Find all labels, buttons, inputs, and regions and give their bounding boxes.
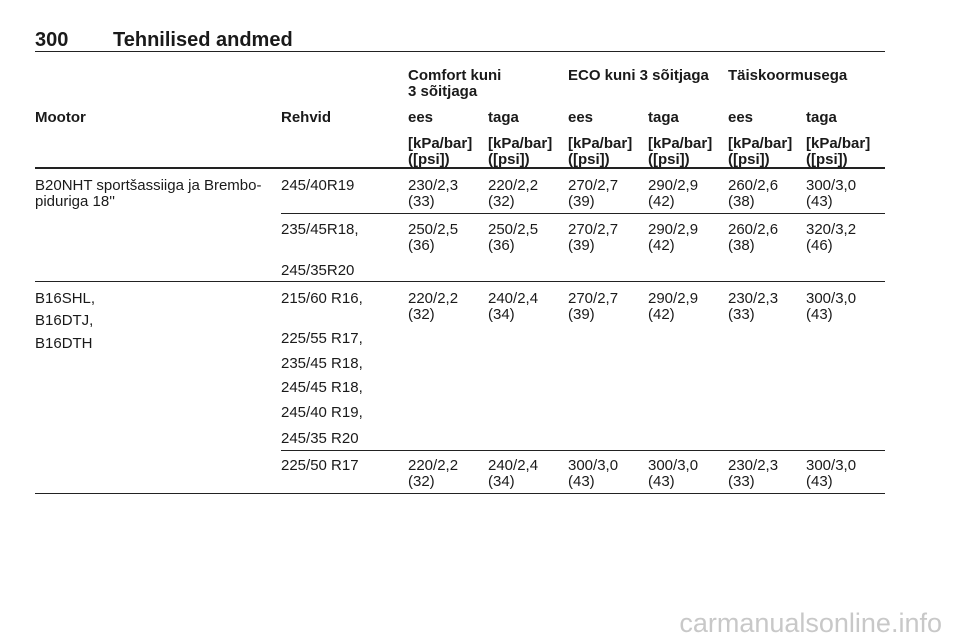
column-header: taga	[806, 109, 837, 126]
unit-header: [kPa/bar] ([psi])	[568, 135, 633, 168]
engine: B16SHL,	[35, 290, 96, 307]
tyre-size: 215/60 R16,	[281, 290, 363, 307]
rule	[281, 213, 885, 214]
rule	[35, 51, 885, 52]
pressure: 270/2,7 (39)	[568, 177, 619, 210]
unit-header: [kPa/bar] ([psi])	[806, 135, 871, 168]
column-header: Rehvid	[281, 109, 332, 126]
tyre-size: 235/45R18,	[281, 221, 359, 238]
pressure: 320/3,2 (46)	[806, 221, 857, 254]
pressure: 250/2,5 (36)	[408, 221, 459, 254]
watermark: carmanualsonline.info	[679, 608, 942, 638]
tyre-size: 225/50 R17	[281, 457, 359, 474]
pressure: 230/2,3 (33)	[728, 457, 779, 490]
page-number: 300	[35, 29, 69, 51]
tyre-size: 245/40R19	[281, 177, 355, 194]
pressure: 300/3,0 (43)	[806, 457, 857, 490]
group-header: ECO kuni 3 sõitjaga	[568, 67, 709, 84]
pressure: 240/2,4 (34)	[488, 290, 539, 323]
pressure: 230/2,3 (33)	[728, 290, 779, 323]
rule	[281, 450, 885, 451]
tyre-size: 245/45 R18,	[281, 379, 363, 396]
pressure: 260/2,6 (38)	[728, 221, 779, 254]
pressure: 220/2,2 (32)	[408, 457, 459, 490]
tyre-size: 245/35 R20	[281, 430, 359, 447]
pressure: 220/2,2 (32)	[408, 290, 459, 323]
pressure: 300/3,0 (43)	[568, 457, 619, 490]
pressure: 300/3,0 (43)	[806, 177, 857, 210]
unit-header: [kPa/bar] ([psi])	[648, 135, 713, 168]
page-title: Tehnilised andmed	[113, 29, 293, 51]
group-header: Täiskoormusega	[728, 67, 848, 84]
tyre-size: 235/45 R18,	[281, 355, 363, 372]
pressure: 300/3,0 (43)	[806, 290, 857, 323]
pressure: 300/3,0 (43)	[648, 457, 699, 490]
engine: B16DTH	[35, 335, 93, 352]
pressure: 270/2,7 (39)	[568, 221, 619, 254]
column-header: ees	[408, 109, 434, 126]
pressure: 290/2,9 (42)	[648, 221, 699, 254]
rule	[35, 167, 885, 169]
engine: B16DTJ,	[35, 312, 94, 329]
column-header: taga	[648, 109, 679, 126]
tyre-size: 245/35R20	[281, 262, 355, 279]
pressure: 240/2,4 (34)	[488, 457, 539, 490]
rule	[35, 493, 885, 494]
column-header: ees	[728, 109, 754, 126]
pressure: 250/2,5 (36)	[488, 221, 539, 254]
unit-header: [kPa/bar] ([psi])	[728, 135, 793, 168]
pressure: 220/2,2 (32)	[488, 177, 539, 210]
tyre-size: 245/40 R19,	[281, 404, 363, 421]
pressure: 270/2,7 (39)	[568, 290, 619, 323]
pressure: 290/2,9 (42)	[648, 177, 699, 210]
group-header: Comfort kuni 3 sõitjaga	[408, 67, 502, 100]
unit-header: [kPa/bar] ([psi])	[488, 135, 553, 168]
column-header: ees	[568, 109, 594, 126]
pressure: 230/2,3 (33)	[408, 177, 459, 210]
pressure: 260/2,6 (38)	[728, 177, 779, 210]
column-header: taga	[488, 109, 519, 126]
engine: B20NHT sportšassiiga ja Brembo- piduriga…	[35, 177, 262, 210]
tyre-size: 225/55 R17,	[281, 330, 363, 347]
pressure: 290/2,9 (42)	[648, 290, 699, 323]
column-header: Mootor	[35, 109, 86, 126]
rule	[35, 281, 885, 282]
unit-header: [kPa/bar] ([psi])	[408, 135, 473, 168]
